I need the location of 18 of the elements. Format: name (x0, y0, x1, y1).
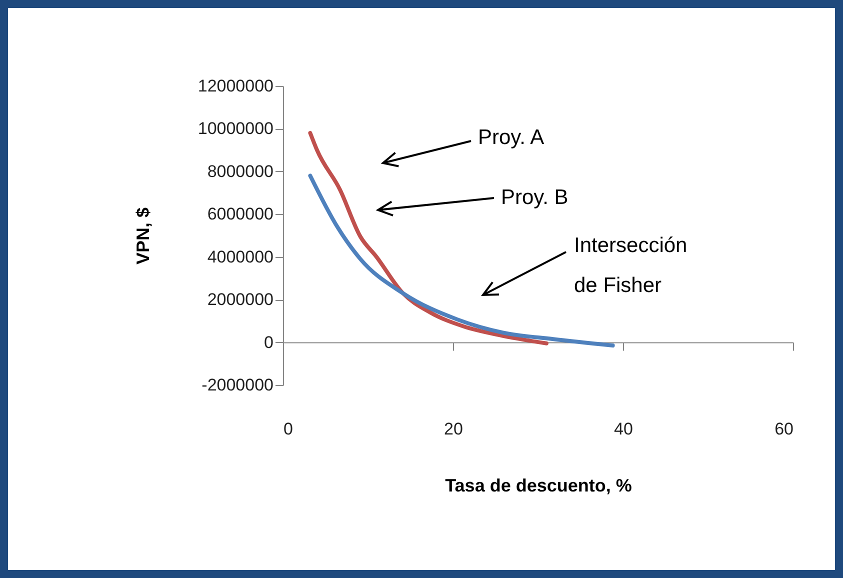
x-tick-label: 60 (774, 420, 794, 438)
y-tick-label: 0 (264, 332, 274, 352)
y-tick-label: 6000000 (207, 204, 274, 224)
line-series (308, 130, 548, 346)
annotation: Proy. B (501, 185, 570, 211)
y-axis-title: VPN, $ (132, 207, 153, 265)
y-tick-label: 2000000 (207, 290, 274, 310)
x-tick-label: 40 (614, 420, 633, 438)
y-tick-label: 4000000 (207, 247, 274, 266)
annotation: Intersección de Fisher (574, 233, 688, 299)
x-tick-label: 0 (284, 420, 293, 438)
y-tick-label: 8000000 (207, 162, 274, 181)
y-tick-label: 12000000 (198, 76, 274, 96)
annotation: Proy. A (478, 125, 546, 151)
x-tick-label: 20 (444, 420, 463, 438)
x-axis-title: Tasa de descuento, % (445, 476, 632, 496)
y-tick-label: -2000000 (202, 376, 274, 394)
y-tick-label: 10000000 (198, 119, 274, 138)
